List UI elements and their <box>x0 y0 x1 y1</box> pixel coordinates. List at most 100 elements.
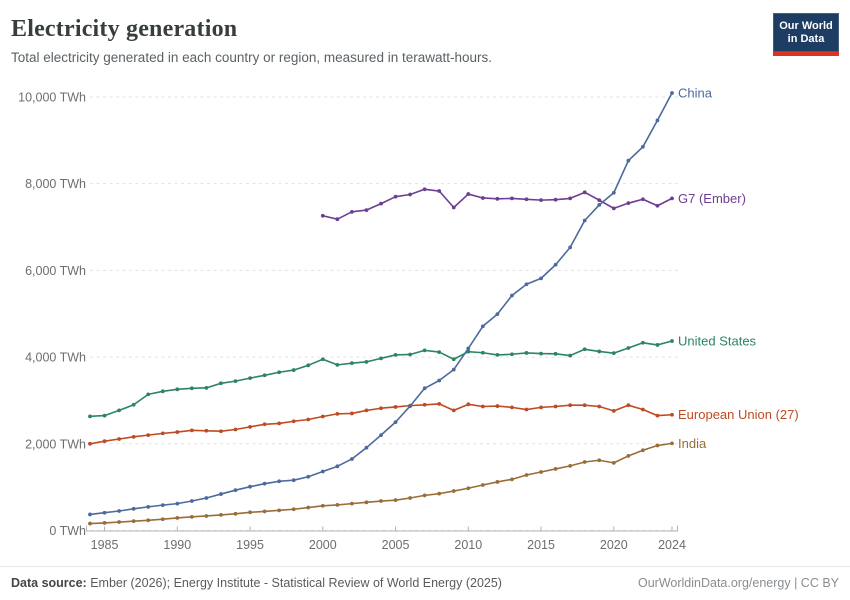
data-point <box>422 402 427 407</box>
data-point <box>364 408 369 413</box>
data-point <box>88 521 92 526</box>
data-point <box>219 492 223 496</box>
data-point <box>437 350 442 354</box>
data-point <box>335 217 340 222</box>
series-line-india[interactable] <box>89 442 673 525</box>
x-tick-label: 2005 <box>382 538 410 552</box>
owid-logo[interactable]: Our World in Data <box>773 13 839 56</box>
data-point <box>670 441 674 446</box>
data-point <box>175 387 180 392</box>
series-label-united-states[interactable]: United States <box>678 334 757 349</box>
data-point <box>539 470 543 474</box>
data-point <box>117 408 121 413</box>
data-point <box>146 392 151 397</box>
data-point <box>480 483 485 487</box>
data-point <box>131 434 136 439</box>
series-european-union-27: European Union (27) <box>88 402 799 446</box>
series-label-india[interactable]: India <box>678 436 707 451</box>
data-point <box>582 190 587 195</box>
series-label-g7-ember[interactable]: G7 (Ember) <box>678 191 746 206</box>
series-line-g7-ember[interactable] <box>321 188 673 221</box>
x-tick-label: 1990 <box>163 538 191 552</box>
data-point <box>379 433 383 438</box>
data-point <box>611 190 616 195</box>
data-point <box>539 351 543 356</box>
data-point <box>495 196 500 201</box>
data-point <box>451 367 456 372</box>
data-point <box>641 448 645 453</box>
data-point <box>597 198 602 203</box>
data-point <box>160 517 165 522</box>
owid-logo-line1: Our World <box>779 20 833 32</box>
data-point <box>553 197 558 202</box>
data-point <box>160 503 165 508</box>
data-point <box>306 474 311 479</box>
data-point <box>146 518 151 523</box>
footer-link[interactable]: OurWorldinData.org/energy | CC BY <box>637 576 839 590</box>
x-tick-label: 1985 <box>91 538 119 552</box>
data-point <box>350 411 354 416</box>
data-point <box>597 203 602 207</box>
series-label-china[interactable]: China <box>678 86 713 101</box>
data-point <box>335 464 340 469</box>
data-point <box>524 407 529 412</box>
data-point <box>451 489 456 493</box>
data-point <box>466 486 471 491</box>
data-point <box>277 508 282 513</box>
data-point <box>306 363 311 368</box>
data-point <box>320 213 325 218</box>
data-point <box>379 499 383 503</box>
data-point <box>320 503 325 508</box>
data-point <box>233 511 238 516</box>
data-point <box>510 405 514 410</box>
data-point <box>641 144 645 149</box>
data-point <box>422 493 427 498</box>
data-point <box>88 414 92 419</box>
chart-footer: Data source: Ember (2026); Energy Instit… <box>0 566 850 600</box>
data-point <box>510 352 514 357</box>
data-point <box>597 404 602 409</box>
data-point <box>655 343 660 347</box>
x-tick-label: 2010 <box>454 538 482 552</box>
data-point <box>350 457 354 461</box>
data-point <box>160 389 165 394</box>
data-point <box>219 381 223 386</box>
series-line-china[interactable] <box>89 92 673 516</box>
data-point <box>189 499 194 503</box>
data-point <box>408 192 412 197</box>
data-point <box>175 430 180 434</box>
data-point <box>88 441 92 446</box>
data-point <box>393 194 398 199</box>
data-point <box>320 469 325 474</box>
data-point <box>437 491 442 496</box>
data-point <box>480 350 485 355</box>
data-point <box>393 353 398 357</box>
data-point <box>451 408 456 413</box>
data-point <box>539 198 543 203</box>
series-label-european-union-27[interactable]: European Union (27) <box>678 407 799 422</box>
data-point <box>670 412 674 417</box>
data-point <box>335 503 340 507</box>
data-point <box>582 347 587 352</box>
data-point <box>510 196 514 201</box>
data-point <box>233 427 238 432</box>
data-point <box>117 437 121 441</box>
data-point <box>626 454 631 458</box>
data-point <box>422 386 427 391</box>
data-point <box>102 521 107 525</box>
data-point <box>510 477 514 482</box>
data-point <box>204 385 209 390</box>
data-point <box>248 510 252 515</box>
data-point <box>146 504 151 509</box>
data-point <box>262 509 267 514</box>
data-point <box>233 488 238 493</box>
data-point <box>408 352 412 357</box>
data-point <box>495 312 500 317</box>
data-point <box>539 405 543 410</box>
y-tick-label: 10,000 TWh <box>18 90 86 104</box>
data-point <box>641 340 645 345</box>
y-tick-label: 6,000 TWh <box>25 264 86 278</box>
data-point <box>248 424 252 429</box>
data-source: Data source: Ember (2026); Energy Instit… <box>11 576 502 600</box>
data-point <box>291 368 296 372</box>
